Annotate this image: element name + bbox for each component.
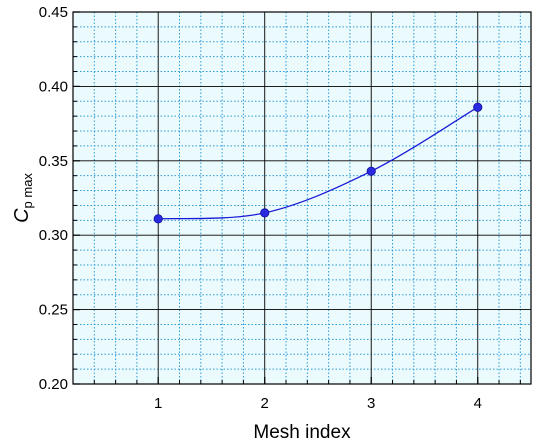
x-tick-label: 2 xyxy=(261,395,269,412)
data-point xyxy=(366,166,376,176)
x-tick-labels: 1 2 3 4 xyxy=(154,395,482,412)
y-tick-label: 0.40 xyxy=(39,78,68,95)
y-axis-label-main: C xyxy=(11,208,33,223)
series-line xyxy=(158,106,479,220)
y-axis-label-sub: p max xyxy=(20,173,35,209)
y-tick-label: 0.25 xyxy=(39,302,68,319)
y-axis-label: Cp max xyxy=(11,173,35,223)
y-tick-label: 0.20 xyxy=(39,376,68,393)
x-tick-label: 4 xyxy=(474,395,482,412)
plot-area-background xyxy=(73,12,531,384)
data-point xyxy=(260,208,270,218)
x-tick-label: 3 xyxy=(367,395,375,412)
data-point xyxy=(473,102,483,112)
y-tick-label: 0.45 xyxy=(39,4,68,21)
major-gridlines xyxy=(73,12,531,384)
axis-ticks xyxy=(73,11,521,385)
data-point xyxy=(153,214,163,224)
y-tick-label: 0.35 xyxy=(39,153,68,170)
x-axis-label: Mesh index xyxy=(253,422,351,443)
plot-frame xyxy=(72,11,532,385)
y-tick-label: 0.30 xyxy=(39,227,68,244)
y-tick-labels: 0.20 0.25 0.30 0.35 0.40 0.45 xyxy=(39,4,68,393)
series-layer xyxy=(153,102,483,224)
x-tick-label: 1 xyxy=(154,395,162,412)
minor-gridlines xyxy=(73,12,531,384)
